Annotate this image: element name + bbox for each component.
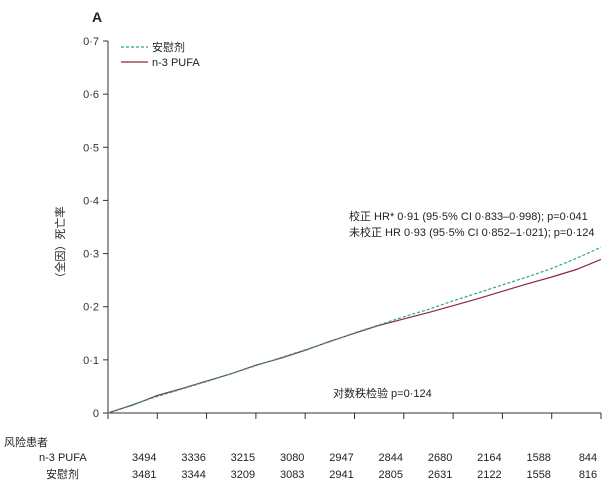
- legend: 安慰剂 n-3 PUFA: [121, 40, 200, 69]
- y-ticks: 0 0·1 0·2 0·3 0·4 0·5 0·6 0·7: [83, 36, 108, 420]
- risk-value: 2122: [477, 469, 501, 481]
- risk-value: 2631: [428, 469, 452, 481]
- risk-value: 3080: [280, 452, 304, 464]
- risk-value: 816: [579, 469, 597, 481]
- legend-item-n3-pufa: n-3 PUFA: [121, 57, 200, 69]
- y-tick-label: 0·5: [83, 142, 99, 154]
- y-tick-label: 0·3: [83, 249, 99, 261]
- y-tick-label: 0·4: [83, 195, 99, 207]
- risk-value: 2164: [477, 452, 501, 464]
- risk-value: 3215: [231, 452, 255, 464]
- legend-label-n3-pufa: n-3 PUFA: [152, 57, 200, 69]
- risk-values: 3494 3336 3215 3080 2947 2844 2680 2164 1588 844 3…: [132, 452, 597, 481]
- risk-value: 3209: [231, 469, 255, 481]
- legend-label-placebo: 安慰剂: [152, 40, 185, 54]
- risk-value: 3344: [181, 469, 205, 481]
- risk-value: 2941: [329, 469, 353, 481]
- x-ticks: [107, 413, 602, 419]
- risk-value: 3336: [181, 452, 205, 464]
- annotation-adjusted-hr: 校正 HR* 0·91 (95·5% CI 0·833–0·998); p=0·…: [349, 209, 588, 223]
- risk-table-title: 风险患者: [4, 435, 48, 449]
- y-axis: 0 0·1 0·2 0·3 0·4 0·5 0·6 0·7: [83, 36, 109, 420]
- annotation-unadjusted-hr: 未校正 HR 0·93 (95·5% CI 0·852–1·021); p=0·…: [349, 225, 594, 239]
- risk-value: 2680: [428, 452, 452, 464]
- risk-value: 1558: [526, 469, 550, 481]
- risk-value: 1588: [526, 452, 550, 464]
- y-tick-label: 0·6: [83, 89, 99, 101]
- risk-row-label-placebo: 安慰剂: [46, 467, 79, 481]
- risk-value: 844: [579, 452, 597, 464]
- annotation-logrank: 对数秩检验 p=0·124: [333, 386, 432, 400]
- risk-value: 3481: [132, 469, 156, 481]
- y-tick-label: 0: [93, 408, 99, 420]
- series-layer: [107, 246, 602, 414]
- risk-row-label-n3-pufa: n-3 PUFA: [39, 452, 87, 464]
- risk-value: 3494: [132, 452, 156, 464]
- risk-value: 3083: [280, 469, 304, 481]
- y-tick-label: 0·7: [83, 36, 99, 48]
- y-tick-label: 0·1: [83, 355, 99, 367]
- risk-value: 2805: [379, 469, 403, 481]
- x-axis: [107, 412, 602, 419]
- y-axis-label: （全因）死亡率: [53, 207, 67, 284]
- legend-item-placebo: 安慰剂: [121, 40, 185, 54]
- risk-value: 2844: [379, 452, 403, 464]
- risk-value: 2947: [329, 452, 353, 464]
- panel-label: A: [92, 9, 102, 25]
- risk-table: 风险患者 n-3 PUFA 安慰剂 3494 3336 3215 3080 2947 28…: [4, 435, 597, 481]
- series-line-placebo: [107, 246, 602, 414]
- y-tick-label: 0·2: [83, 302, 99, 314]
